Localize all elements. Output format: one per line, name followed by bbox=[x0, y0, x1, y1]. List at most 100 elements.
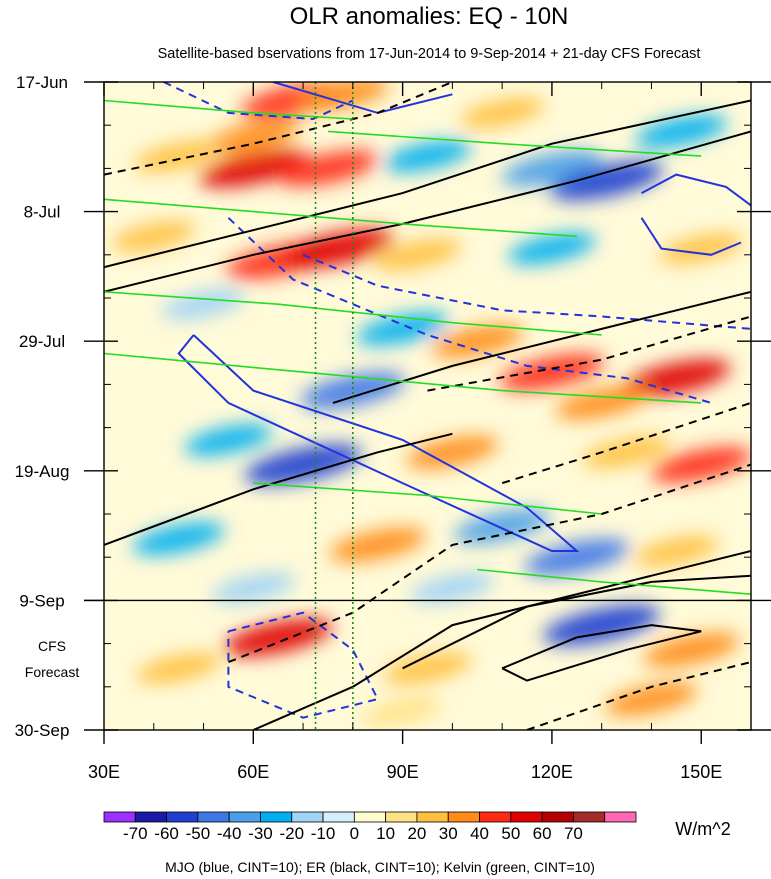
er-contour bbox=[501, 624, 702, 682]
y-tick-label: 19-Aug bbox=[15, 462, 70, 481]
colorbar-swatch bbox=[416, 811, 449, 823]
olr-anomaly-blob bbox=[508, 232, 596, 265]
colorbar-swatch bbox=[385, 811, 418, 823]
olr-anomaly-blob bbox=[460, 97, 544, 129]
colorbar-swatch bbox=[322, 811, 355, 823]
x-tick-label: 90E bbox=[387, 762, 419, 782]
mjo-contour bbox=[163, 82, 354, 121]
kelvin-contour bbox=[104, 352, 702, 404]
chart-title: OLR anomalies: EQ - 10N bbox=[290, 3, 569, 30]
er-contour bbox=[104, 432, 453, 546]
axes: 17-Jun 8-Jul 29-Jul 19-Aug 9-Sep 30-Sep 30E 60E… bbox=[15, 73, 771, 782]
olr-anomaly-blob bbox=[134, 140, 223, 172]
mjo-contour bbox=[641, 173, 751, 207]
colorbar-label: -50 bbox=[186, 824, 211, 843]
reference-longitude-lines bbox=[314, 82, 354, 730]
olr-anomaly-blob bbox=[136, 653, 221, 684]
colorbar-swatch bbox=[197, 811, 230, 823]
colorbar-label: -60 bbox=[154, 824, 179, 843]
plot-area bbox=[104, 82, 751, 730]
forecast-label-line2: Forecast bbox=[25, 664, 80, 680]
olr-anomaly-blob bbox=[659, 233, 743, 264]
mjo-contour bbox=[227, 611, 380, 719]
y-tick-label: 9-Sep bbox=[19, 591, 64, 610]
er-contour bbox=[252, 550, 751, 730]
olr-anomaly-blob bbox=[383, 652, 472, 685]
colorbar-swatch bbox=[541, 811, 574, 823]
olr-anomaly-blob bbox=[207, 121, 300, 155]
colorbar-swatch bbox=[447, 811, 480, 823]
colorbar-label: -30 bbox=[248, 824, 273, 843]
forecast-label-line1: CFS bbox=[38, 638, 66, 654]
kelvin-contour bbox=[104, 291, 602, 336]
olr-anomaly-blob bbox=[132, 522, 225, 556]
kelvin-contour bbox=[327, 130, 702, 157]
er-contour bbox=[526, 661, 751, 730]
olr-anomaly-blob bbox=[651, 446, 751, 483]
colorbar: -70 -60 -50 -40 -30 -20 -10 0 10 20 30 40 50 60 70 bbox=[103, 811, 637, 843]
colorbar-swatch bbox=[604, 811, 637, 823]
olr-anomaly-blob bbox=[543, 604, 661, 646]
er-contour bbox=[402, 574, 751, 670]
er-contour bbox=[332, 290, 751, 404]
mjo-contour bbox=[640, 217, 742, 256]
colorbar-label: 0 bbox=[350, 824, 359, 843]
colorbar-label: -70 bbox=[123, 824, 148, 843]
colorbar-swatch bbox=[291, 811, 324, 823]
er-contour bbox=[427, 315, 751, 392]
olr-anomaly-blob bbox=[277, 150, 379, 187]
colorbar-swatch bbox=[573, 811, 606, 823]
olr-anomaly-blob bbox=[643, 632, 740, 667]
olr-anomaly-blob bbox=[605, 682, 698, 716]
olr-anomaly-blob bbox=[406, 435, 499, 469]
kelvin-contour bbox=[477, 568, 751, 595]
x-tick-label: 150E bbox=[680, 762, 722, 782]
mjo-contour bbox=[302, 253, 751, 330]
kelvin-contour bbox=[104, 99, 353, 120]
colorbar-label: -10 bbox=[311, 824, 336, 843]
colorbar-swatch bbox=[228, 811, 261, 823]
heatmap-layer bbox=[112, 82, 751, 727]
colorbar-label: -20 bbox=[279, 824, 304, 843]
olr-anomaly-blob bbox=[635, 114, 728, 148]
colorbar-swatch bbox=[260, 811, 293, 823]
colorbar-label: 70 bbox=[564, 824, 583, 843]
olr-anomaly-blob bbox=[198, 149, 308, 188]
er-contour bbox=[104, 99, 751, 269]
kelvin-contour bbox=[104, 198, 577, 238]
olr-anomaly-blob bbox=[329, 527, 426, 562]
olr-anomaly-blob bbox=[296, 82, 389, 111]
olr-anomaly-blob bbox=[431, 324, 524, 358]
olr-anomaly-blob bbox=[244, 444, 362, 485]
olr-anomaly-blob bbox=[524, 538, 630, 576]
olr-anomaly-blob bbox=[582, 436, 671, 469]
colorbar-swatch bbox=[134, 811, 167, 823]
olr-anomaly-blob bbox=[223, 618, 333, 657]
y-tick-label: 30-Sep bbox=[15, 721, 70, 740]
kelvin-contour bbox=[253, 482, 602, 515]
mjo-contour bbox=[227, 217, 712, 404]
colorbar-label: -40 bbox=[217, 824, 242, 843]
olr-anomaly-blob bbox=[211, 572, 296, 604]
olr-anomaly-blob bbox=[112, 221, 196, 252]
olr-anomaly-blob bbox=[454, 509, 551, 544]
olr-anomaly-blob bbox=[501, 150, 603, 187]
olr-anomaly-blob bbox=[634, 535, 719, 567]
olr-anomaly-blob bbox=[555, 386, 648, 420]
olr-anomaly-blob bbox=[383, 140, 472, 172]
chart-subtitle: Satellite-based bservations from 17-Jun-… bbox=[158, 46, 701, 62]
colorbar-label: 20 bbox=[407, 824, 426, 843]
olr-anomaly-blob bbox=[300, 372, 406, 409]
x-tick-label: 60E bbox=[237, 762, 269, 782]
x-tick-label: 30E bbox=[88, 762, 120, 782]
olr-anomaly-blob bbox=[184, 424, 273, 456]
mjo-contour bbox=[177, 334, 580, 552]
olr-anomaly-blob bbox=[410, 572, 495, 604]
colorbar-swatch bbox=[510, 811, 543, 823]
colorbar-label: 50 bbox=[501, 824, 520, 843]
colorbar-swatch bbox=[353, 811, 387, 823]
colorbar-label: 40 bbox=[470, 824, 489, 843]
olr-anomaly-blob bbox=[622, 359, 731, 398]
colorbar-swatch bbox=[166, 811, 199, 823]
